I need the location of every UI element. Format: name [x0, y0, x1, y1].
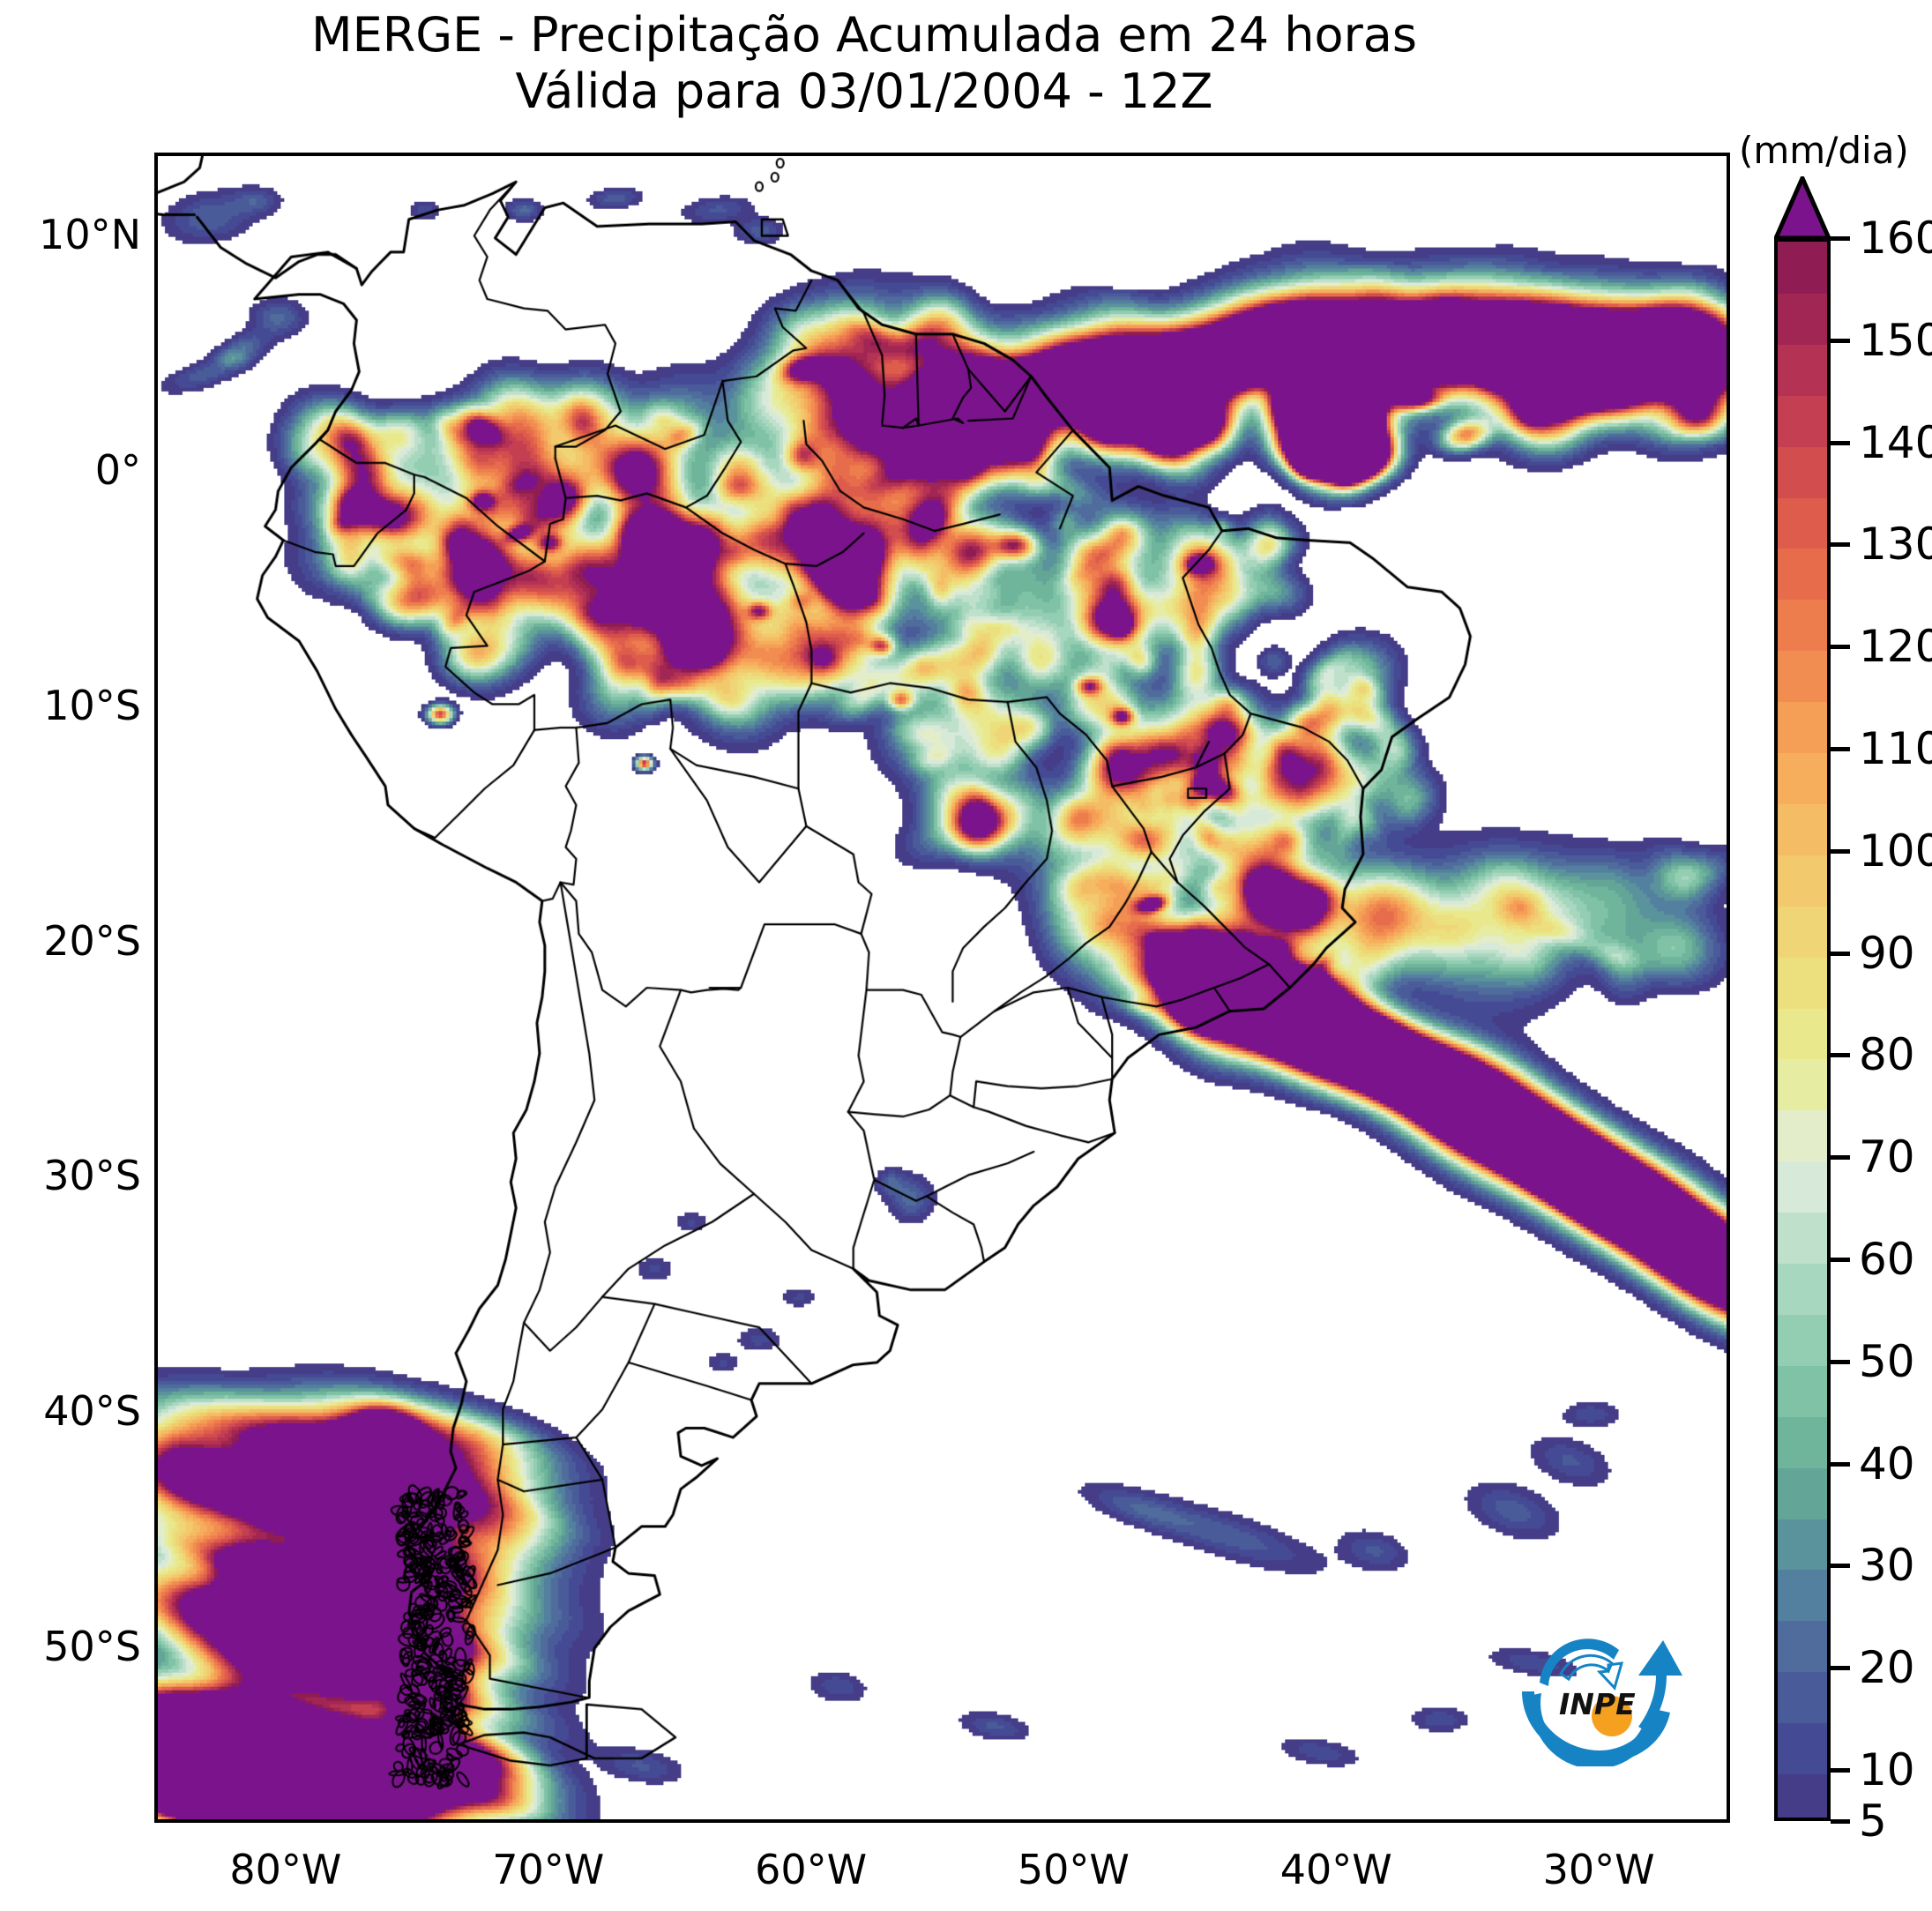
colorbar-tick-label: 110: [1859, 723, 1932, 775]
colorbar-band: [1778, 854, 1827, 907]
inpe-logo-text: INPE: [1559, 1687, 1636, 1721]
colorbar-tick-mark: [1831, 1666, 1850, 1671]
colorbar-band: [1778, 394, 1827, 447]
colorbar-band: [1778, 956, 1827, 1009]
colorbar-band: [1778, 292, 1827, 345]
colorbar-band: [1778, 548, 1827, 601]
colorbar-band: [1778, 1467, 1827, 1519]
colorbar-tick-label: 5: [1859, 1795, 1887, 1847]
longitude-tick-label: 30°W: [1542, 1846, 1655, 1893]
colorbar-tick-label: 40: [1859, 1437, 1915, 1489]
colorbar-band: [1778, 1263, 1827, 1315]
colorbar-tick-mark: [1831, 542, 1850, 548]
colorbar-band: [1778, 1058, 1827, 1111]
colorbar-band: [1778, 1313, 1827, 1366]
colorbar-band: [1778, 1007, 1827, 1060]
latitude-tick-label: 30°S: [43, 1152, 141, 1200]
colorbar-tick-mark: [1831, 440, 1850, 445]
figure-title: MERGE - Precipitação Acumulada em 24 hor…: [0, 7, 1728, 119]
colorbar-tick-mark: [1831, 1819, 1850, 1824]
title-line-2: Válida para 03/01/2004 - 12Z: [515, 63, 1213, 119]
colorbar-tick-label: 160: [1859, 213, 1932, 264]
colorbar-tick-mark: [1831, 1258, 1850, 1263]
latitude-tick-label: 20°S: [43, 916, 141, 965]
colorbar-tick-label: 140: [1859, 416, 1932, 468]
colorbar-band: [1778, 650, 1827, 703]
colorbar-tick-mark: [1831, 1564, 1850, 1569]
colorbar-tick-label: 50: [1859, 1335, 1915, 1387]
colorbar-band: [1778, 1620, 1827, 1673]
colorbar-tick-label: 150: [1859, 314, 1932, 366]
colorbar-band: [1778, 1671, 1827, 1724]
colorbar-band: [1778, 1364, 1827, 1417]
colorbar-band: [1778, 599, 1827, 652]
colorbar-tick-mark: [1831, 1768, 1850, 1773]
longitude-tick-label: 60°W: [755, 1846, 868, 1893]
colorbar-units-label: (mm/dia): [1739, 129, 1909, 172]
colorbar-tick-mark: [1831, 1461, 1850, 1467]
colorbar-band: [1778, 445, 1827, 498]
colorbar-tick-mark: [1831, 1359, 1850, 1364]
colorbar-gradient: [1774, 238, 1831, 1821]
colorbar-band: [1778, 1212, 1827, 1265]
colorbar-band: [1778, 343, 1827, 396]
colorbar-band: [1778, 1161, 1827, 1213]
colorbar-tick-mark: [1831, 1053, 1850, 1058]
colorbar-tick-mark: [1831, 645, 1850, 650]
longitude-tick-label: 50°W: [1017, 1846, 1130, 1893]
colorbar-tick-label: 100: [1859, 825, 1932, 877]
colorbar-band: [1778, 905, 1827, 958]
colorbar-tick-label: 60: [1859, 1234, 1915, 1286]
colorbar-over-arrow-icon: [1774, 176, 1831, 240]
colorbar-tick-mark: [1831, 236, 1850, 241]
longitude-tick-label: 80°W: [229, 1846, 342, 1893]
colorbar-tick-label: 70: [1859, 1131, 1915, 1183]
colorbar-tick-mark: [1831, 951, 1850, 956]
colorbar-tick-label: 30: [1859, 1540, 1915, 1592]
latitude-tick-label: 40°S: [43, 1387, 141, 1436]
colorbar-tick-label: 80: [1859, 1029, 1915, 1081]
colorbar-band: [1778, 1722, 1827, 1775]
colorbar-tick-mark: [1831, 848, 1850, 854]
colorbar-band: [1778, 1518, 1827, 1571]
colorbar-tick-mark: [1831, 747, 1850, 752]
colorbar-tick-label: 120: [1859, 621, 1932, 673]
colorbar-band: [1778, 1773, 1827, 1818]
colorbar-band: [1778, 1109, 1827, 1162]
colorbar-tick-mark: [1831, 338, 1850, 343]
inpe-logo: INPE: [1522, 1639, 1682, 1766]
colorbar-band: [1778, 1415, 1827, 1468]
colorbar-band: [1778, 802, 1827, 855]
longitude-tick-label: 70°W: [492, 1846, 605, 1893]
colorbar-band: [1778, 701, 1827, 754]
colorbar-tick-label: 10: [1859, 1744, 1915, 1796]
longitude-tick-label: 40°W: [1279, 1846, 1392, 1893]
colorbar-tick-label: 20: [1859, 1642, 1915, 1694]
map-plot-area: [154, 153, 1730, 1823]
latitude-tick-label: 0°: [94, 446, 141, 495]
colorbar-band: [1778, 242, 1827, 294]
latitude-tick-label: 10°N: [39, 211, 141, 259]
latitude-tick-label: 50°S: [43, 1622, 141, 1670]
title-line-1: MERGE - Precipitação Acumulada em 24 hor…: [311, 7, 1417, 63]
colorbar-band: [1778, 496, 1827, 549]
colorbar: (mm/dia) 160 150 140 130 120 110 100 90 80 70 60 50…: [1739, 129, 1932, 1847]
colorbar-tick-label: 90: [1859, 927, 1915, 979]
colorbar-band: [1778, 1569, 1827, 1622]
colorbar-tick-label: 130: [1859, 519, 1932, 571]
precipitation-map-canvas: [158, 156, 1727, 1819]
colorbar-band: [1778, 752, 1827, 804]
colorbar-tick-mark: [1831, 1155, 1850, 1161]
latitude-tick-label: 10°S: [43, 681, 141, 729]
